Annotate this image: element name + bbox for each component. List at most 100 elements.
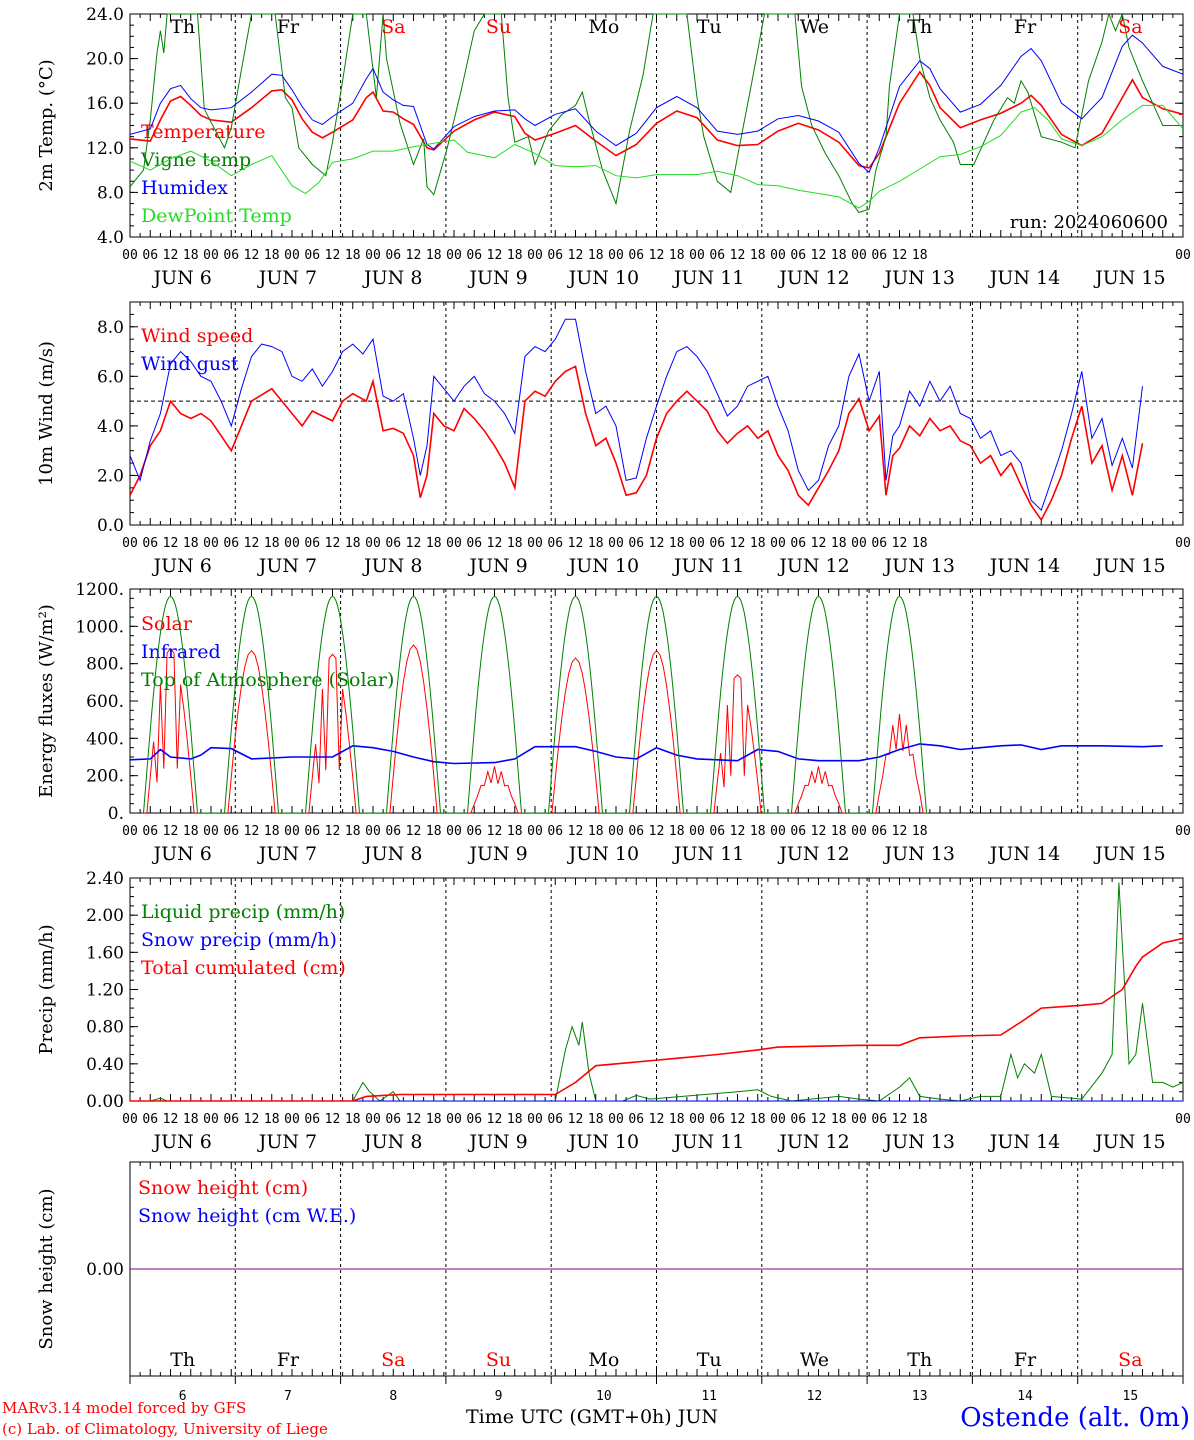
- station-name: Ostende (alt. 0m): [960, 1403, 1190, 1433]
- hour-label: 06: [871, 536, 887, 551]
- hour-label: 06: [547, 248, 563, 263]
- day-number: 12: [807, 1389, 823, 1404]
- hour-label: 00: [851, 1112, 867, 1127]
- hour-label: 18: [912, 1112, 928, 1127]
- y-tick-label: 1.60: [86, 943, 124, 963]
- day-abbr: We: [800, 1349, 829, 1371]
- day-label: JUN 6: [151, 555, 211, 577]
- day-label: JUN 7: [257, 843, 317, 865]
- hour-label: 06: [223, 536, 239, 551]
- hour-label: 12: [568, 1112, 584, 1127]
- day-abbr: Th: [170, 16, 195, 38]
- hour-label: 00: [770, 536, 786, 551]
- y-tick-label: 0.40: [86, 1055, 124, 1075]
- day-label: JUN 10: [567, 843, 639, 865]
- hour-label: 12: [163, 248, 179, 263]
- hour-label: 06: [871, 248, 887, 263]
- hour-label: 18: [669, 536, 685, 551]
- hour-label: 06: [466, 248, 482, 263]
- panel-4: 0.00 0.40 0.80 1.20 1.60 2.00 2.40 Precip (mm/h…: [36, 869, 1191, 1153]
- day-abbr: We: [800, 16, 829, 38]
- hour-label: 06: [871, 1112, 887, 1127]
- hour-label: 12: [487, 536, 503, 551]
- hour-label: 12: [244, 1112, 260, 1127]
- y-axis-title: 2m Temp. (°C): [36, 59, 57, 191]
- hour-label: 18: [264, 248, 280, 263]
- hour-label: 06: [628, 536, 644, 551]
- day-label: JUN 14: [988, 843, 1060, 865]
- y-tick-label: 6.0: [97, 367, 124, 387]
- hour-label: 00: [770, 1112, 786, 1127]
- y-tick-label: 800.: [86, 655, 124, 675]
- day-number: 8: [389, 1389, 397, 1404]
- day-abbr: Fr: [277, 1349, 300, 1371]
- day-label: JUN 15: [1093, 267, 1165, 289]
- hour-label: 00: [1175, 824, 1191, 839]
- hour-label: 18: [588, 536, 604, 551]
- day-abbr: Tu: [697, 1349, 722, 1371]
- y-tick-label: 24.0: [86, 5, 124, 25]
- hour-label: 18: [669, 1112, 685, 1127]
- y-axis-title: 10m Wind (m/s): [36, 341, 57, 486]
- hour-label: 00: [446, 1112, 462, 1127]
- y-tick-label: 16.0: [86, 94, 124, 114]
- day-abbr: Mo: [588, 16, 619, 38]
- day-label: JUN 15: [1093, 843, 1165, 865]
- hour-label: 06: [790, 248, 806, 263]
- hour-label: 18: [183, 248, 199, 263]
- model-credit: MARv3.14 model forced by GFS: [2, 1399, 246, 1417]
- legend-entry: Snow height (cm W.E.): [138, 1205, 356, 1227]
- hour-label: 18: [588, 1112, 604, 1127]
- legend-entry: Humidex: [141, 177, 228, 199]
- hour-label: 00: [851, 248, 867, 263]
- y-axis-title: Energy fluxes (W/m²): [36, 604, 57, 798]
- hour-label: 12: [730, 824, 746, 839]
- day-abbr: Su: [486, 1349, 511, 1371]
- hour-label: 00: [122, 248, 138, 263]
- hour-label: 18: [588, 824, 604, 839]
- hour-label: 00: [203, 536, 219, 551]
- hour-label: 06: [466, 536, 482, 551]
- day-abbr: Th: [170, 1349, 195, 1371]
- hour-label: 18: [183, 536, 199, 551]
- hour-label: 06: [709, 248, 725, 263]
- day-number: 15: [1123, 1389, 1139, 1404]
- hour-label: 12: [487, 1112, 503, 1127]
- hour-label: 18: [264, 1112, 280, 1127]
- hour-label: 12: [406, 536, 422, 551]
- series-line-vigne-temp: [130, 13, 1183, 214]
- panel-5: 0.00 Snow height (cm) Snow height (cm) Snow…: [36, 1161, 1184, 1404]
- hour-label: 12: [244, 824, 260, 839]
- day-label: JUN 7: [257, 1131, 317, 1153]
- day-label: JUN 14: [988, 267, 1060, 289]
- hour-label: 18: [507, 248, 523, 263]
- day-number: 13: [912, 1389, 928, 1404]
- y-tick-label: 200.: [86, 767, 124, 787]
- legend-entry: Top of Atmosphere (Solar): [141, 669, 394, 691]
- hour-label: 00: [689, 248, 705, 263]
- hour-label: 06: [628, 248, 644, 263]
- hour-label: 12: [325, 824, 341, 839]
- hour-label: 18: [426, 248, 442, 263]
- hour-label: 00: [851, 536, 867, 551]
- hour-label: 12: [730, 248, 746, 263]
- hour-label: 12: [892, 824, 908, 839]
- hour-label: 12: [325, 1112, 341, 1127]
- day-label: JUN 8: [362, 1131, 422, 1153]
- day-number: 6: [179, 1389, 187, 1404]
- hour-label: 12: [811, 248, 827, 263]
- day-label: JUN 6: [151, 1131, 211, 1153]
- hour-label: 06: [223, 824, 239, 839]
- hour-label: 18: [345, 1112, 361, 1127]
- hour-label: 18: [183, 1112, 199, 1127]
- hour-label: 18: [831, 536, 847, 551]
- hour-label: 06: [304, 536, 320, 551]
- day-label: JUN 13: [883, 555, 955, 577]
- hour-label: 18: [183, 824, 199, 839]
- hour-label: 06: [385, 1112, 401, 1127]
- hour-label: 12: [406, 824, 422, 839]
- day-abbr: Fr: [277, 16, 300, 38]
- legend-entry: Wind gust: [141, 353, 239, 375]
- y-tick-label: 0.00: [86, 1092, 124, 1112]
- hour-label: 00: [122, 824, 138, 839]
